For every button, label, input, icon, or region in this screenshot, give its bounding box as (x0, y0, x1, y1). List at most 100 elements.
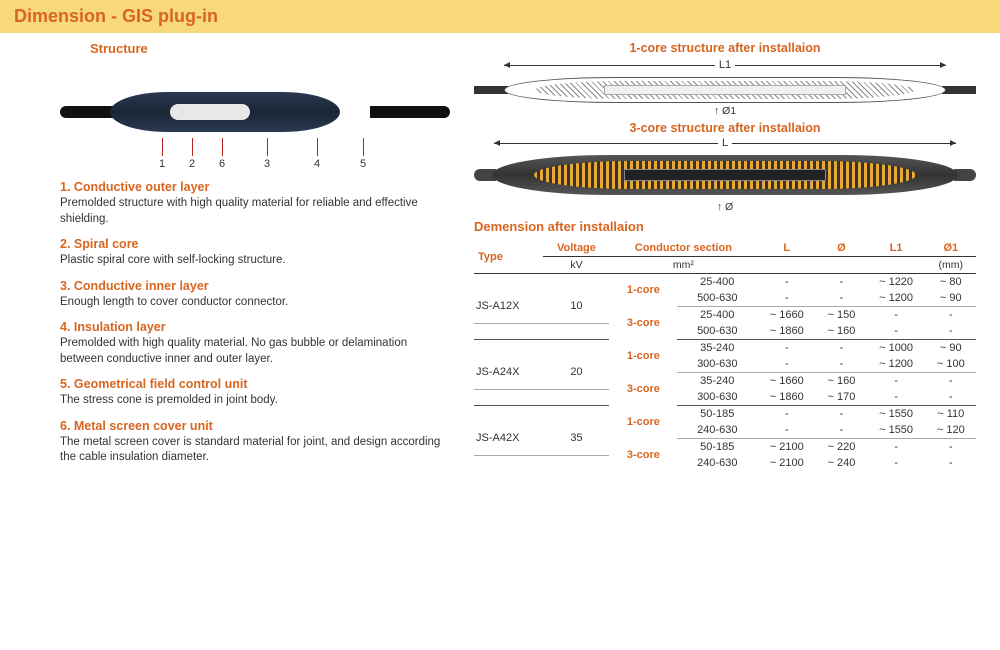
feature-title: 5. Geometrical field control unit (60, 377, 450, 391)
left-column: Structure 126345 1. Conductive outer lay… (60, 41, 450, 476)
right-column: 1-core structure after installaion L1 ↑ … (474, 41, 976, 476)
cell-cond: 50-185 (677, 406, 757, 423)
callout-num: 6 (215, 158, 229, 170)
page-banner: Dimension - GIS plug-in (0, 0, 1000, 33)
feature-4: 4. Insulation layer Premolded with high q… (60, 320, 450, 367)
cell-cond: 500-630 (677, 323, 757, 340)
cell-d1: ~ 120 (926, 422, 976, 439)
cell-L1: - (867, 455, 926, 471)
table-body: 1-core25-400--~ 1220~ 80JS-A12X10500-630… (474, 274, 976, 472)
feature-desc: Enough length to cover conductor connect… (60, 295, 450, 311)
callout-line (192, 138, 193, 156)
sub-blank3 (867, 257, 926, 274)
callout-line (267, 138, 268, 156)
col-voltage: Voltage (543, 240, 609, 257)
feature-desc: Premolded with high quality material. No… (60, 336, 450, 367)
dim-label-d: ↑ Ø (717, 201, 733, 213)
col-L: L (757, 240, 816, 257)
table-row: 300-630~ 1860~ 170-- (474, 389, 976, 406)
sub-blank1 (757, 257, 816, 274)
callout-5: 5 (356, 138, 370, 170)
cell-d: ~ 160 (816, 373, 866, 390)
cell-blank (474, 455, 543, 471)
feature-title: 6. Metal screen cover unit (60, 419, 450, 433)
feature-title: 1. Conductive outer layer (60, 180, 450, 194)
feature-2: 2. Spiral core Plastic spiral core with s… (60, 237, 450, 269)
callout-num: 1 (155, 158, 169, 170)
cable-right (370, 106, 450, 118)
callout-num: 3 (260, 158, 274, 170)
cell-d: - (816, 406, 866, 423)
cell-blank (543, 340, 609, 357)
cell-d: - (816, 274, 866, 291)
callout-1: 1 (155, 138, 169, 170)
feature-title: 2. Spiral core (60, 237, 450, 251)
page-content: Structure 126345 1. Conductive outer lay… (0, 33, 1000, 476)
table-row: 1-core25-400--~ 1220~ 80 (474, 274, 976, 291)
cell-L1: ~ 1550 (867, 422, 926, 439)
callout-line (317, 138, 318, 156)
cell-d1: - (926, 323, 976, 340)
cell-blank (543, 274, 609, 291)
feature-desc: The metal screen cover is standard mater… (60, 435, 450, 466)
cell-cond: 300-630 (677, 356, 757, 373)
cell-blank (474, 406, 543, 423)
callout-line (222, 138, 223, 156)
cell-core: 3-core (609, 373, 677, 406)
cell-cond: 25-400 (677, 307, 757, 324)
cell-L1: ~ 1200 (867, 356, 926, 373)
feature-title: 4. Insulation layer (60, 320, 450, 334)
d3-core (624, 169, 826, 181)
cell-cond: 25-400 (677, 274, 757, 291)
cell-cond: 35-240 (677, 373, 757, 390)
three-core-title: 3-core structure after installaion (474, 121, 976, 135)
cell-d: - (816, 340, 866, 357)
cell-d1: ~ 100 (926, 356, 976, 373)
cell-L: ~ 1860 (757, 389, 816, 406)
cell-core: 1-core (609, 274, 677, 307)
cell-L: ~ 1860 (757, 323, 816, 340)
cell-cond: 240-630 (677, 455, 757, 471)
feature-6: 6. Metal screen cover unit The metal scre… (60, 419, 450, 466)
callout-6: 6 (215, 138, 229, 170)
table-row: 1-core50-185--~ 1550~ 110 (474, 406, 976, 423)
cell-type: JS-A42X (474, 422, 543, 455)
dim-label-L: L (718, 137, 732, 149)
cell-blank (543, 323, 609, 340)
cell-core: 1-core (609, 340, 677, 373)
cell-core: 3-core (609, 307, 677, 340)
cell-type: JS-A24X (474, 356, 543, 389)
cell-blank (474, 323, 543, 340)
callout-num: 4 (310, 158, 324, 170)
cell-L1: - (867, 439, 926, 456)
cell-blank (474, 274, 543, 291)
sub-mm2: mm² (609, 257, 757, 274)
table-row: 1-core35-240--~ 1000~ 90 (474, 340, 976, 357)
cell-d: - (816, 356, 866, 373)
cell-L: - (757, 406, 816, 423)
cell-d: - (816, 422, 866, 439)
cell-L1: - (867, 323, 926, 340)
cell-type: JS-A12X (474, 290, 543, 323)
col-L1: L1 (867, 240, 926, 257)
cell-L: - (757, 340, 816, 357)
cell-cond: 300-630 (677, 389, 757, 406)
cell-L1: ~ 1550 (867, 406, 926, 423)
cell-blank (474, 389, 543, 406)
table-row: 240-630~ 2100~ 240-- (474, 455, 976, 471)
cell-L: - (757, 422, 816, 439)
cell-d1: - (926, 373, 976, 390)
cell-d1: ~ 90 (926, 290, 976, 307)
one-core-diagram: L1 ↑ Ø1 (474, 59, 976, 115)
cell-d1: ~ 110 (926, 406, 976, 423)
cell-blank (474, 340, 543, 357)
dim-label-L1: L1 (715, 59, 735, 71)
one-core-title: 1-core structure after installaion (474, 41, 976, 55)
cell-d: ~ 240 (816, 455, 866, 471)
callouts-row: 126345 (60, 138, 450, 172)
col-d1: Ø1 (926, 240, 976, 257)
feature-desc: Plastic spiral core with self-locking st… (60, 253, 450, 269)
cell-L1: - (867, 389, 926, 406)
cell-d1: - (926, 389, 976, 406)
feature-list: 1. Conductive outer layerPremolded struc… (60, 180, 450, 466)
